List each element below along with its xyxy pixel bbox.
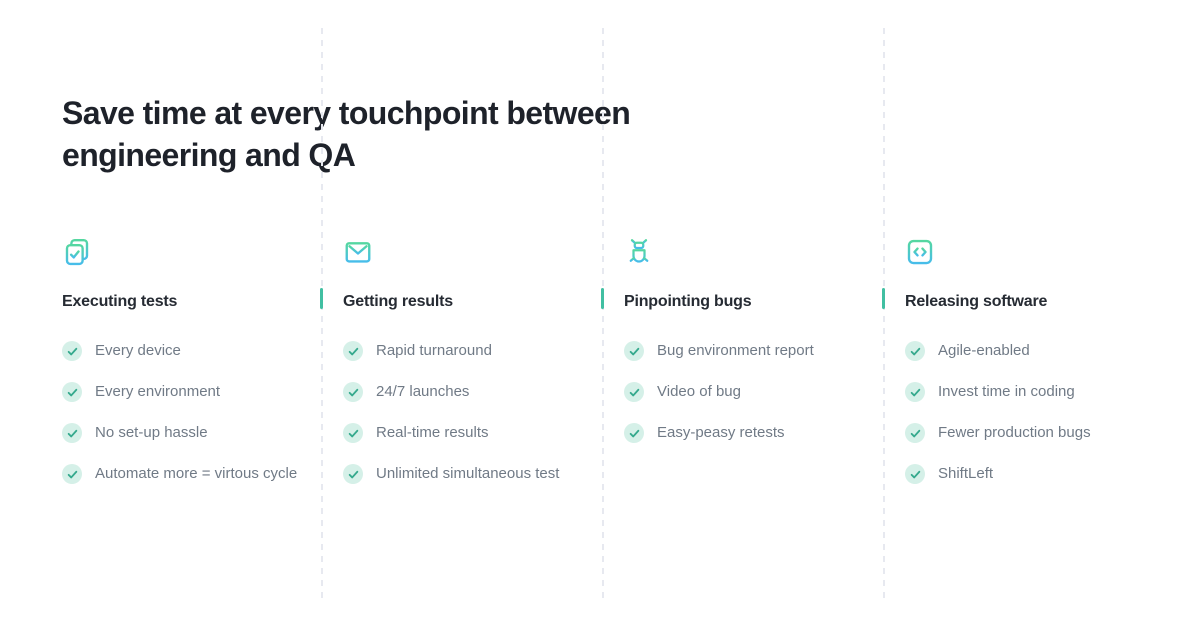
item-label: Easy-peasy retests: [657, 424, 785, 441]
feature-list: Agile-enabled Invest time in coding Fewe…: [905, 340, 1146, 484]
item-label: 24/7 launches: [376, 383, 470, 400]
check-icon: [62, 382, 82, 402]
list-item: Real-time results: [343, 422, 584, 443]
check-icon: [624, 382, 644, 402]
list-item: Fewer production bugs: [905, 422, 1146, 443]
item-label: Rapid turnaround: [376, 342, 492, 359]
tasks-copy-icon: [62, 237, 303, 267]
divider-accent-mark: [601, 288, 604, 309]
feature-column: Pinpointing bugs Bug environment report …: [624, 237, 905, 504]
list-item: No set-up hassle: [62, 422, 303, 443]
feature-list: Bug environment report Video of bug Easy…: [624, 340, 865, 443]
item-label: Every environment: [95, 383, 221, 400]
feature-list: Rapid turnaround 24/7 launches Real-time…: [343, 340, 584, 484]
envelope-icon: [343, 237, 584, 267]
divider-accent-mark: [882, 288, 885, 309]
list-item: Agile-enabled: [905, 340, 1146, 361]
column-title: Executing tests: [62, 293, 178, 310]
divider-accent-mark: [320, 288, 323, 309]
list-item: Invest time in coding: [905, 381, 1146, 402]
code-icon: [905, 237, 1146, 267]
item-label: Automate more = virtous cycle: [95, 465, 298, 482]
check-icon: [905, 382, 925, 402]
check-icon: [62, 464, 82, 484]
column-title: Releasing software: [905, 293, 1048, 310]
list-item: Bug environment report: [624, 340, 865, 361]
item-label: Fewer production bugs: [938, 424, 1091, 441]
check-icon: [624, 423, 644, 443]
item-label: Unlimited simultaneous test: [376, 465, 560, 482]
check-icon: [343, 382, 363, 402]
check-icon: [343, 464, 363, 484]
item-label: ShiftLeft: [938, 465, 994, 482]
item-label: Real-time results: [376, 424, 489, 441]
feature-list: Every device Every environment No set-up…: [62, 340, 303, 484]
column-divider: [882, 28, 885, 598]
check-icon: [905, 341, 925, 361]
column-title: Getting results: [343, 293, 453, 310]
column-title: Pinpointing bugs: [624, 293, 752, 310]
list-item: 24/7 launches: [343, 381, 584, 402]
item-label: Invest time in coding: [938, 383, 1075, 400]
column-divider: [601, 28, 604, 598]
check-icon: [62, 423, 82, 443]
list-item: Every environment: [62, 381, 303, 402]
item-label: No set-up hassle: [95, 424, 208, 441]
list-item: Automate more = virtous cycle: [62, 463, 303, 484]
bug-icon: [624, 237, 865, 267]
feature-columns: Executing tests Every device Every envir…: [62, 237, 1186, 504]
list-item: Easy-peasy retests: [624, 422, 865, 443]
check-icon: [343, 341, 363, 361]
feature-column: Releasing software Agile-enabled Invest …: [905, 237, 1186, 504]
feature-column: Getting results Rapid turnaround 24/7 la…: [343, 237, 624, 504]
check-icon: [905, 423, 925, 443]
check-icon: [343, 423, 363, 443]
list-item: Every device: [62, 340, 303, 361]
list-item: ShiftLeft: [905, 463, 1146, 484]
item-label: Bug environment report: [657, 342, 814, 359]
check-icon: [905, 464, 925, 484]
list-item: Unlimited simultaneous test: [343, 463, 584, 484]
list-item: Rapid turnaround: [343, 340, 584, 361]
item-label: Video of bug: [657, 383, 741, 400]
item-label: Agile-enabled: [938, 342, 1030, 359]
list-item: Video of bug: [624, 381, 865, 402]
feature-column: Executing tests Every device Every envir…: [62, 237, 343, 504]
check-icon: [62, 341, 82, 361]
item-label: Every device: [95, 342, 181, 359]
check-icon: [624, 341, 644, 361]
column-divider: [320, 28, 323, 598]
section-heading: Save time at every touchpoint between en…: [62, 95, 631, 174]
